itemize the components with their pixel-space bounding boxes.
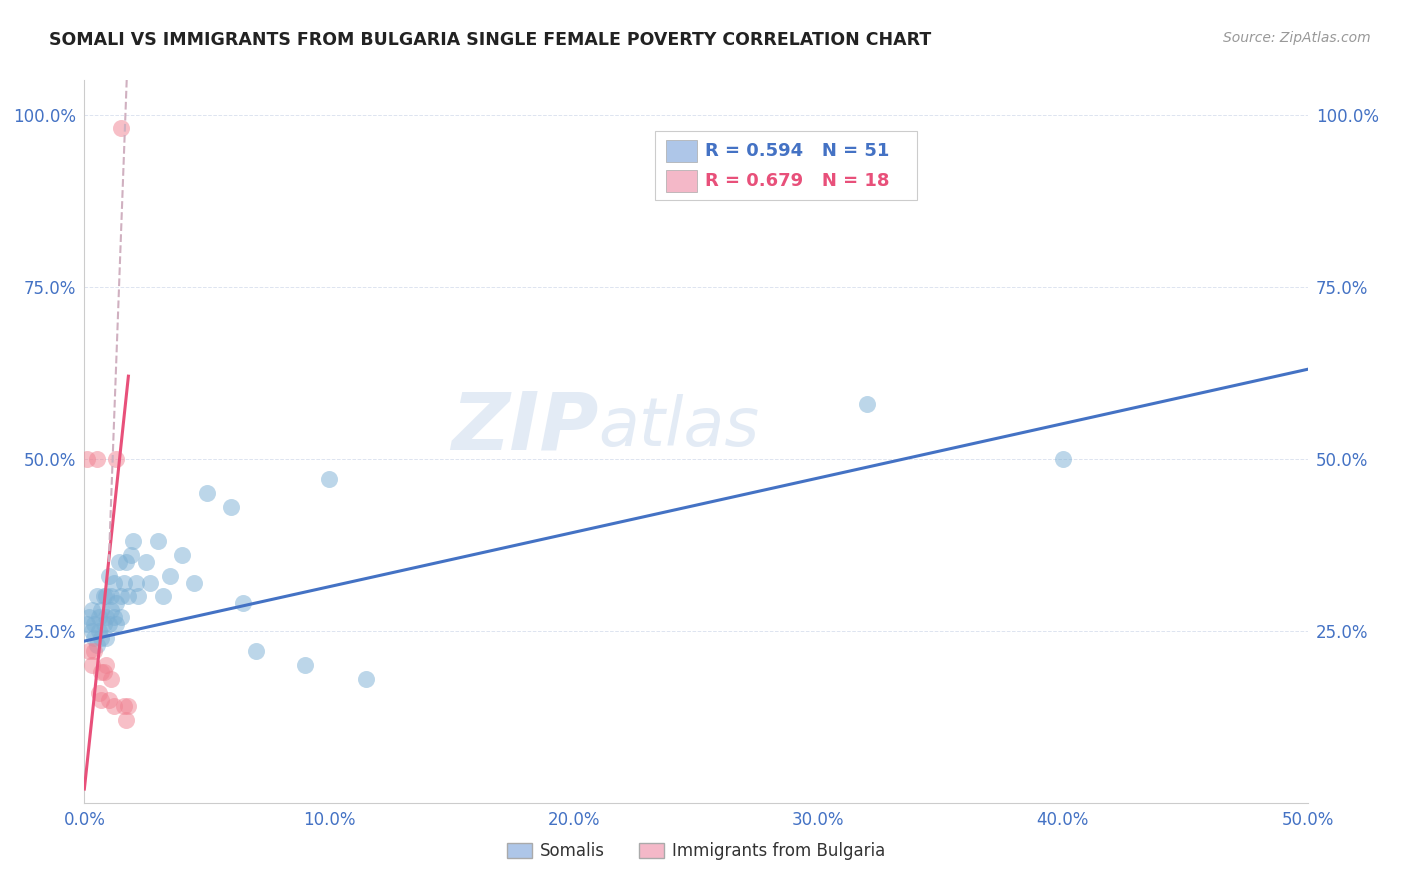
Text: atlas: atlas <box>598 394 759 460</box>
Point <box>159 568 181 582</box>
Point <box>232 596 254 610</box>
Point <box>80 658 103 673</box>
Point <box>110 590 132 604</box>
Point <box>318 472 340 486</box>
Point <box>120 548 142 562</box>
Point <box>112 699 135 714</box>
Point <box>97 616 120 631</box>
Point <box>219 500 242 514</box>
Point <box>100 603 122 617</box>
Point <box>245 644 267 658</box>
Point <box>125 575 148 590</box>
Point <box>87 610 110 624</box>
Point <box>93 590 115 604</box>
Point <box>107 555 129 569</box>
Point <box>76 616 98 631</box>
Point <box>83 631 105 645</box>
Point <box>87 624 110 638</box>
Point <box>86 638 108 652</box>
Point <box>139 575 162 590</box>
Point <box>115 713 138 727</box>
Point <box>93 665 115 679</box>
Point <box>135 555 157 569</box>
Point <box>96 590 118 604</box>
Point <box>80 624 103 638</box>
Point <box>294 658 316 673</box>
Point <box>105 596 128 610</box>
Legend: Somalis, Immigrants from Bulgaria: Somalis, Immigrants from Bulgaria <box>501 836 891 867</box>
Point <box>195 486 218 500</box>
Point <box>127 590 149 604</box>
Point <box>115 555 138 569</box>
Point <box>90 631 112 645</box>
Point <box>77 610 100 624</box>
Point <box>1052 451 1074 466</box>
Point <box>183 575 205 590</box>
Text: R = 0.679   N = 18: R = 0.679 N = 18 <box>704 171 890 189</box>
Point <box>100 590 122 604</box>
Point <box>90 603 112 617</box>
Point <box>122 534 145 549</box>
Point <box>97 568 120 582</box>
Point <box>86 590 108 604</box>
Point <box>93 616 115 631</box>
Point <box>103 575 125 590</box>
Text: R = 0.594   N = 51: R = 0.594 N = 51 <box>704 142 889 160</box>
Point <box>110 121 132 136</box>
Point <box>117 590 139 604</box>
Point <box>172 548 194 562</box>
Point <box>112 575 135 590</box>
Point <box>354 672 377 686</box>
Point <box>87 686 110 700</box>
Point <box>856 397 879 411</box>
Point <box>103 699 125 714</box>
Point <box>117 699 139 714</box>
Point <box>83 616 105 631</box>
Point <box>80 603 103 617</box>
Text: SOMALI VS IMMIGRANTS FROM BULGARIA SINGLE FEMALE POVERTY CORRELATION CHART: SOMALI VS IMMIGRANTS FROM BULGARIA SINGL… <box>49 31 931 49</box>
Point <box>77 644 100 658</box>
Point <box>146 534 169 549</box>
Point <box>76 451 98 466</box>
Point <box>152 590 174 604</box>
Text: Source: ZipAtlas.com: Source: ZipAtlas.com <box>1223 31 1371 45</box>
Point <box>110 610 132 624</box>
Point <box>86 451 108 466</box>
Point <box>90 692 112 706</box>
Point <box>90 665 112 679</box>
Point <box>105 616 128 631</box>
Point <box>96 610 118 624</box>
Point <box>103 610 125 624</box>
Text: ZIP: ZIP <box>451 388 598 467</box>
Point <box>83 644 105 658</box>
Point <box>96 631 118 645</box>
Point <box>96 658 118 673</box>
Point <box>105 451 128 466</box>
Point <box>100 672 122 686</box>
Point <box>97 692 120 706</box>
